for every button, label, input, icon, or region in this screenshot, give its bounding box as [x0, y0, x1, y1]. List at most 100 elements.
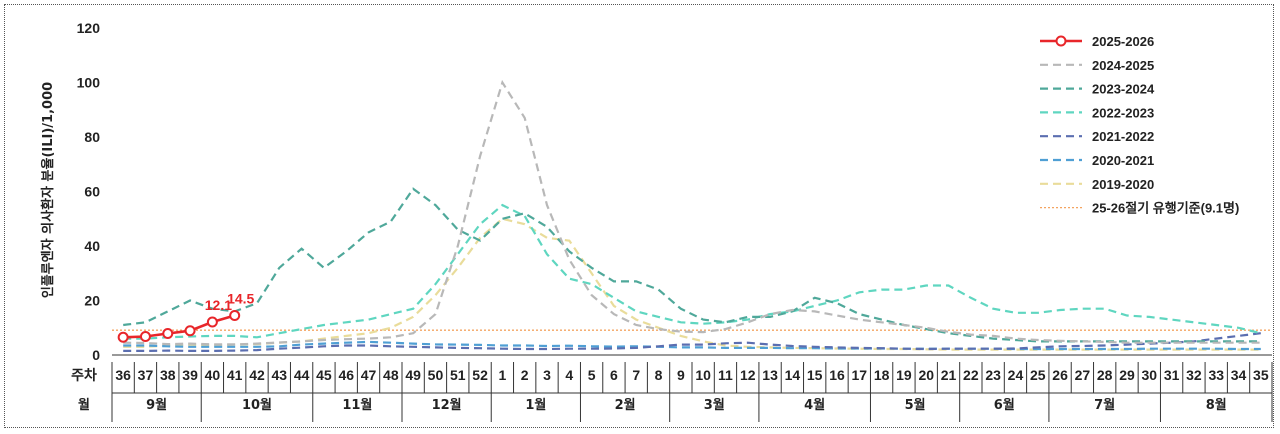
month-tick-label: 9월 [146, 397, 167, 413]
week-tick-label: 40 [205, 367, 221, 383]
legend-label: 2020-2021 [1092, 153, 1154, 168]
data-label: 14.5 [227, 290, 254, 306]
week-tick-label: 4 [565, 367, 573, 383]
week-tick-label: 7 [632, 367, 640, 383]
week-tick-label: 22 [963, 367, 979, 383]
week-tick-label: 18 [874, 367, 890, 383]
week-tick-label: 6 [610, 367, 618, 383]
month-tick-label: 5월 [905, 397, 926, 413]
data-point-2025-2026 [139, 330, 151, 342]
month-tick-label: 12월 [432, 397, 462, 413]
month-tick-label: 6월 [994, 397, 1015, 413]
week-tick-label: 26 [1052, 367, 1068, 383]
y-tick-label: 20 [84, 293, 100, 309]
week-tick-label: 31 [1164, 367, 1180, 383]
week-tick-label: 39 [182, 367, 198, 383]
chart-frame [4, 4, 1274, 428]
week-tick-label: 46 [338, 367, 354, 383]
data-point-2025-2026 [162, 327, 174, 339]
week-tick-label: 50 [428, 367, 444, 383]
week-row-label: 주차 [71, 367, 97, 383]
week-tick-label: 25 [1030, 367, 1046, 383]
legend-label: 2021-2022 [1092, 129, 1154, 144]
month-tick-label: 8월 [1206, 397, 1227, 413]
week-tick-label: 38 [160, 367, 176, 383]
y-tick-label: 100 [77, 75, 101, 91]
series-line-2024-2025 [123, 79, 1261, 346]
data-point-2025-2026 [229, 309, 241, 321]
legend-label: 2023-2024 [1092, 82, 1155, 97]
week-tick-label: 34 [1231, 367, 1247, 383]
y-tick-label: 0 [92, 347, 100, 363]
y-tick-label: 80 [84, 129, 100, 145]
week-tick-label: 14 [785, 367, 801, 383]
week-tick-label: 28 [1097, 367, 1113, 383]
month-row-label: 월 [78, 397, 90, 413]
legend-label: 25-26절기 유행기준(9.1명) [1092, 201, 1239, 216]
series-line-2021-2022 [123, 332, 1261, 352]
week-tick-label: 32 [1186, 367, 1202, 383]
legend-label: 2022-2023 [1092, 105, 1154, 120]
series-line-2022-2023 [123, 203, 1262, 340]
week-tick-label: 17 [852, 367, 868, 383]
month-tick-label: 11월 [342, 397, 372, 413]
month-tick-label: 7월 [1094, 397, 1115, 413]
y-tick-label: 40 [84, 238, 100, 254]
week-tick-label: 19 [896, 367, 912, 383]
week-tick-label: 45 [316, 367, 332, 383]
week-tick-label: 11 [718, 367, 733, 383]
week-tick-label: 47 [361, 367, 377, 383]
week-tick-label: 49 [405, 367, 421, 383]
month-tick-label: 3월 [704, 397, 725, 413]
month-tick-label: 10월 [242, 397, 272, 413]
week-tick-label: 35 [1253, 367, 1269, 383]
y-tick-label: 60 [84, 184, 100, 200]
week-tick-label: 48 [383, 367, 399, 383]
week-tick-label: 20 [918, 367, 934, 383]
series-line-2025-2026 [123, 314, 236, 339]
month-tick-label: 4월 [804, 397, 825, 413]
week-tick-label: 21 [941, 367, 957, 383]
week-tick-label: 29 [1119, 367, 1135, 383]
series-line-2020-2021 [123, 340, 1261, 351]
week-tick-label: 1 [498, 367, 506, 383]
week-tick-label: 12 [740, 367, 756, 383]
week-tick-label: 5 [588, 367, 596, 383]
month-tick-label: 2월 [615, 397, 636, 413]
week-tick-label: 15 [807, 367, 823, 383]
week-tick-label: 10 [695, 367, 711, 383]
legend-marker [1055, 35, 1067, 47]
data-label: 12.1 [205, 297, 232, 313]
week-tick-label: 2 [521, 367, 529, 383]
week-tick-label: 3 [543, 367, 551, 383]
y-axis-label: 인플루엔자 의사환자 분율(ILI)/1,000 [40, 82, 56, 298]
series-line-2023-2024 [123, 187, 1261, 343]
y-tick-label: 120 [77, 20, 101, 36]
week-tick-label: 30 [1142, 367, 1158, 383]
week-tick-label: 37 [138, 367, 154, 383]
data-point-2025-2026 [117, 331, 129, 343]
legend: 2025-2026 2024-2025 2023-2024 2022-2023 2021… [1040, 34, 1239, 216]
week-tick-label: 52 [472, 367, 488, 383]
month-tick-label: 1월 [525, 397, 546, 413]
week-tick-label: 23 [985, 367, 1001, 383]
week-tick-label: 16 [829, 367, 845, 383]
week-tick-label: 41 [227, 367, 243, 383]
week-tick-label: 43 [272, 367, 288, 383]
legend-label: 2019-2020 [1092, 177, 1154, 192]
week-tick-label: 42 [249, 367, 265, 383]
week-tick-label: 8 [655, 367, 663, 383]
data-point-2025-2026 [206, 316, 218, 328]
week-tick-label: 51 [450, 367, 466, 383]
legend-label: 2025-2026 [1092, 34, 1154, 49]
week-tick-label: 44 [294, 367, 310, 383]
data-point-2025-2026 [184, 325, 196, 337]
week-tick-label: 13 [762, 367, 778, 383]
legend-label: 2024-2025 [1092, 58, 1154, 73]
week-tick-label: 24 [1008, 367, 1024, 383]
week-tick-label: 27 [1075, 367, 1091, 383]
week-tick-label: 36 [115, 367, 131, 383]
week-tick-label: 33 [1208, 367, 1224, 383]
